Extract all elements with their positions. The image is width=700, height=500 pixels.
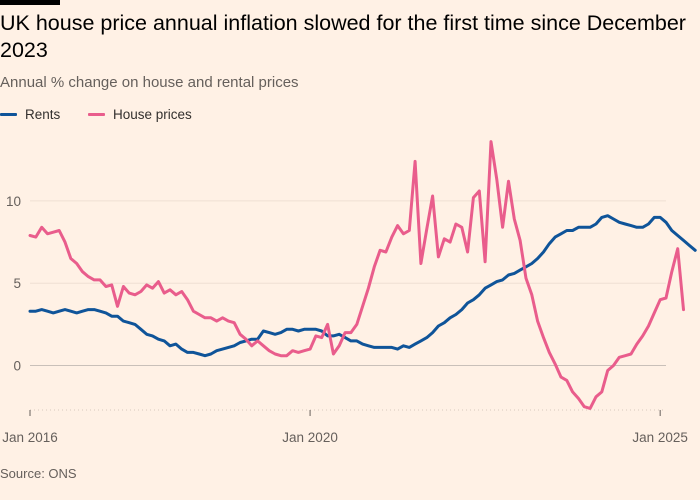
legend-swatch-house-prices [88, 112, 105, 116]
legend-label-house-prices: House prices [113, 106, 192, 122]
x-tick-label: Jan 2025 [632, 430, 688, 445]
brand-bar [0, 0, 60, 5]
legend-item-rents: Rents [0, 106, 60, 122]
series-lines [28, 140, 697, 410]
y-axis-ticks: 0 5 10 [6, 194, 21, 374]
y-tick-label: 0 [13, 359, 21, 374]
y-tick-label: 10 [6, 194, 21, 209]
legend-swatch-rents [0, 112, 17, 116]
series-line-rents [28, 214, 697, 358]
chart-subtitle: Annual % change on house and rental pric… [0, 74, 299, 91]
legend-item-house-prices: House prices [88, 106, 192, 122]
chart-title: UK house price annual inflation slowed f… [0, 11, 686, 62]
series-line-house-prices [28, 140, 685, 410]
x-axis: Jan 2016 Jan 2020 Jan 2025 [2, 409, 688, 445]
gridlines [30, 200, 666, 367]
legend-label-rents: Rents [25, 106, 61, 122]
chart-source: Source: ONS [0, 466, 77, 481]
y-tick-label: 5 [13, 276, 21, 291]
x-tick-label: Jan 2020 [282, 430, 338, 445]
x-tick-label: Jan 2016 [2, 430, 58, 445]
